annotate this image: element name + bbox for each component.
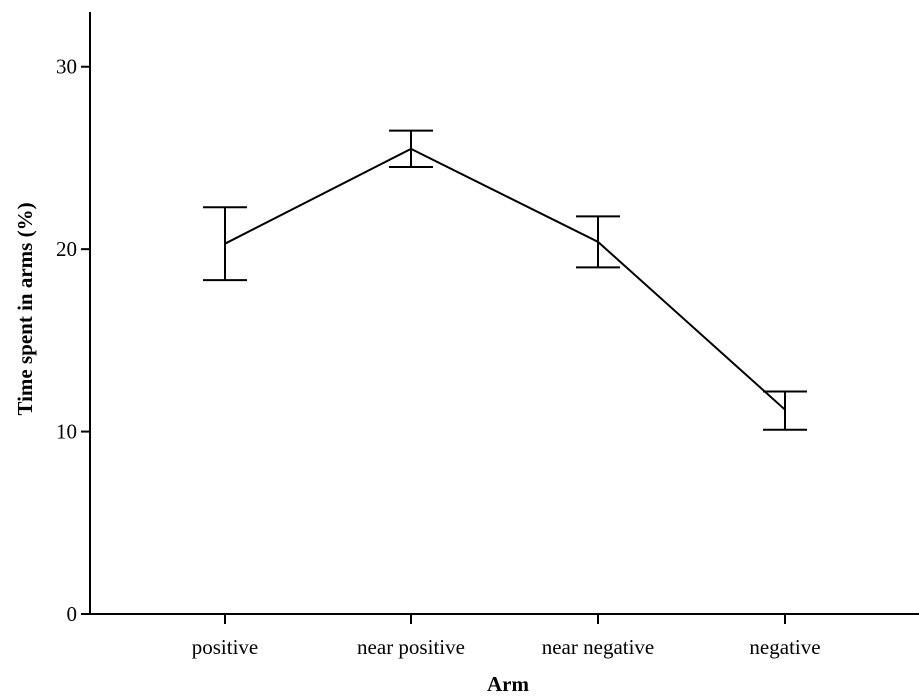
y-tick-label: 0 (67, 602, 78, 626)
x-tick-label: positive (192, 635, 259, 659)
x-axis-title: Arm (487, 672, 529, 696)
series-lines (224, 147, 786, 411)
data-point (784, 409, 786, 411)
error-bars (203, 129, 807, 431)
data-point (597, 241, 599, 243)
y-axis-title: Time spent in arms (%) (13, 202, 37, 415)
y-tick-label: 20 (56, 237, 77, 261)
x-tick-label: near negative (542, 635, 655, 659)
data-point (410, 148, 412, 150)
x-tick-label: negative (749, 635, 820, 659)
y-tick-label: 10 (56, 420, 77, 444)
x-ticks: positive near positive near negative negati… (192, 614, 821, 659)
y-tick-label: 30 (56, 55, 77, 79)
x-tick-label: near positive (357, 635, 465, 659)
series-line (224, 147, 786, 411)
y-ticks: 0 10 20 30 (56, 55, 90, 626)
axes (89, 12, 919, 615)
data-point (224, 243, 226, 245)
